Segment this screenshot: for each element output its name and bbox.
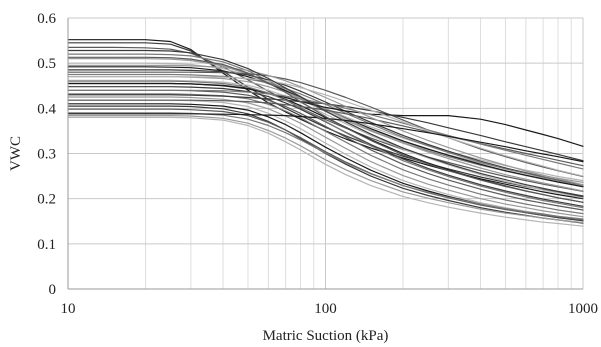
series-line <box>67 116 584 227</box>
series-lines <box>67 39 584 227</box>
x-tick-label: 10 <box>61 301 76 317</box>
y-tick-label: 0 <box>49 282 57 298</box>
series-line <box>67 93 584 215</box>
series-line <box>67 96 584 218</box>
y-tick-label: 0.3 <box>37 147 56 163</box>
y-tick-label: 0.5 <box>37 56 56 72</box>
axes <box>67 18 583 290</box>
series-line <box>67 89 584 170</box>
series-line <box>67 80 584 209</box>
series-line <box>67 56 584 203</box>
series-line <box>67 112 584 220</box>
series-line <box>67 76 584 177</box>
y-tick-label: 0.1 <box>37 237 56 253</box>
series-line <box>67 99 584 167</box>
tick-labels: 10 100 1000 0 0.1 0.2 0.3 0.4 0.5 0.6 <box>37 11 598 317</box>
series-line <box>67 46 584 192</box>
series-line <box>67 82 584 147</box>
series-line <box>67 71 584 178</box>
y-tick-label: 0.6 <box>37 11 56 27</box>
series-line <box>67 69 584 186</box>
series-line <box>67 79 584 199</box>
series-line <box>67 114 584 224</box>
series-line <box>67 108 584 221</box>
y-tick-label: 0.2 <box>37 192 56 208</box>
series-line <box>67 64 584 186</box>
x-axis-title: Matric Suction (kPa) <box>263 328 389 344</box>
series-line <box>67 49 584 197</box>
y-axis-title: VWC <box>8 136 24 171</box>
series-line <box>67 113 584 163</box>
x-tick-label: 1000 <box>568 301 598 317</box>
x-tick-label: 100 <box>314 301 337 317</box>
y-tick-label: 0.4 <box>37 101 56 117</box>
series-line <box>67 42 584 198</box>
